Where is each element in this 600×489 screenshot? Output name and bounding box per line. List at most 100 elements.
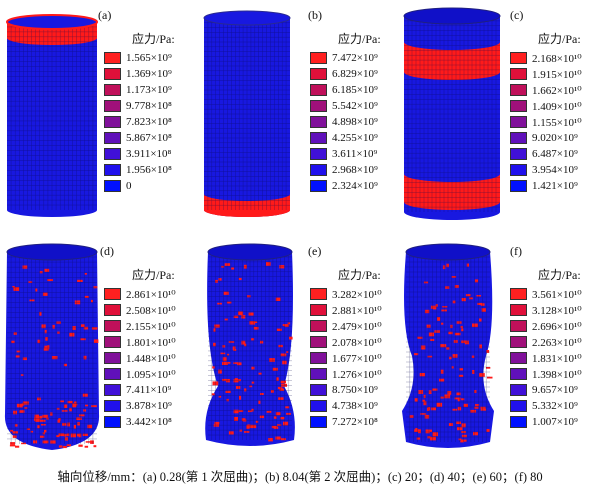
legend-swatch <box>104 336 121 348</box>
legend-entry: 2.508×10¹⁰ <box>104 302 176 318</box>
legend-value: 4.738×10⁹ <box>332 400 378 412</box>
legend-entry: 1.409×10¹⁰ <box>510 98 582 114</box>
legend-value: 2.324×10⁹ <box>332 180 378 192</box>
panel-label: (f) <box>510 244 522 258</box>
panel-f: (f) 应力/Pa: 3.561×10¹⁰ 3.128×10¹⁰ 2.696×10¹… <box>400 236 600 466</box>
legend-entry: 4.255×10⁹ <box>310 130 381 146</box>
panel-label: (b) <box>308 8 322 22</box>
cylinder-a <box>6 14 98 217</box>
legend-entry: 5.542×10⁹ <box>310 98 381 114</box>
legend-entry: 5.867×10⁸ <box>104 130 175 146</box>
legend-value: 1.956×10⁸ <box>126 164 172 176</box>
legend-swatch <box>310 416 327 428</box>
legend-entry: 1.662×10¹⁰ <box>510 82 582 98</box>
legend-swatch <box>310 100 327 112</box>
legend-entry: 4.738×10⁹ <box>310 398 382 414</box>
legend-entry: 2.168×10¹⁰ <box>510 50 582 66</box>
legend-entry: 9.778×10⁸ <box>104 98 175 114</box>
legend-swatch <box>510 288 527 300</box>
legend-swatch <box>310 288 327 300</box>
legend-value: 1.276×10¹⁰ <box>332 368 382 381</box>
legend-value: 2.155×10¹⁰ <box>126 320 176 333</box>
panel-label: (e) <box>308 244 322 258</box>
legend-value: 1.007×10⁹ <box>532 416 578 428</box>
legend-entry: 1.677×10¹⁰ <box>310 350 382 366</box>
legend-value: 2.508×10¹⁰ <box>126 304 176 317</box>
legend-swatch <box>310 180 327 192</box>
legend-entry: 2.968×10⁹ <box>310 162 381 178</box>
legend-swatch <box>310 304 327 316</box>
legend-swatch <box>510 116 527 128</box>
legend-swatch <box>310 68 327 80</box>
mesh-lines <box>406 252 490 442</box>
legend-entry: 1.421×10⁹ <box>510 178 582 194</box>
legend-entry: 2.155×10¹⁰ <box>104 318 176 334</box>
legend-entry: 3.911×10⁸ <box>104 146 175 162</box>
legend-value: 8.750×10⁹ <box>332 384 378 396</box>
legend-entry: 5.332×10⁹ <box>510 398 582 414</box>
legend-value: 9.778×10⁸ <box>126 100 172 112</box>
legend-entry: 2.479×10¹⁰ <box>310 318 382 334</box>
legend-entry: 1.831×10¹⁰ <box>510 350 582 366</box>
legend-swatch <box>510 68 527 80</box>
legend-swatch <box>310 368 327 380</box>
legend-entry: 8.750×10⁹ <box>310 382 382 398</box>
legend-swatch <box>104 52 121 64</box>
legend-entry: 3.561×10¹⁰ <box>510 286 582 302</box>
cylinder-c <box>403 7 501 220</box>
legend-swatch <box>510 400 527 412</box>
panel-label: (c) <box>510 8 524 22</box>
legend-swatch <box>104 180 121 192</box>
legend-swatch <box>310 52 327 64</box>
legend-value: 4.898×10⁹ <box>332 116 378 128</box>
legend-swatch <box>310 132 327 144</box>
legend-swatch <box>104 100 121 112</box>
legend-swatch <box>510 180 527 192</box>
legend-value: 6.487×10⁹ <box>532 148 578 160</box>
panel-d: (d) 应力/Pa: 2.861×10¹⁰ 2.508×10¹⁰ 2.155×10¹… <box>0 236 200 466</box>
legend-swatch <box>104 164 121 176</box>
legend-swatch <box>310 116 327 128</box>
panel-c: (c) 应力/Pa: 2.168×10¹⁰ 1.915×10¹⁰ 1.662×10¹… <box>400 0 600 230</box>
legend-entry: 6.829×10⁹ <box>310 66 381 82</box>
panel-label: (d) <box>100 244 114 258</box>
legend-swatch <box>104 84 121 96</box>
legend-value: 7.472×10⁹ <box>332 52 378 64</box>
legend-value: 3.282×10¹⁰ <box>332 288 382 301</box>
legend-swatch <box>104 304 121 316</box>
legend-entry: 3.611×10⁹ <box>310 146 381 162</box>
stress-legend: 应力/Pa: 3.561×10¹⁰ 3.128×10¹⁰ 2.696×10¹⁰ 2.2… <box>510 266 582 430</box>
legend-value: 1.565×10⁹ <box>126 52 172 64</box>
cylinder-d <box>4 243 100 450</box>
legend-entry: 2.263×10¹⁰ <box>510 334 582 350</box>
legend-swatch <box>510 336 527 348</box>
legend-value: 2.968×10⁹ <box>332 164 378 176</box>
cylinder-top-rim <box>207 243 293 261</box>
legend-entry: 2.078×10¹⁰ <box>310 334 382 350</box>
legend-value: 3.911×10⁸ <box>126 148 172 160</box>
legend-value: 1.448×10¹⁰ <box>126 352 176 365</box>
legend-value: 3.954×10⁹ <box>532 164 578 176</box>
legend-entry: 9.657×10⁹ <box>510 382 582 398</box>
stress-legend: 应力/Pa: 7.472×10⁹ 6.829×10⁹ 6.185×10⁹ 5.542×… <box>310 30 381 194</box>
legend-swatch <box>510 320 527 332</box>
legend-entry: 1.007×10⁹ <box>510 414 582 430</box>
legend-entry: 1.915×10¹⁰ <box>510 66 582 82</box>
legend-entry: 3.128×10¹⁰ <box>510 302 582 318</box>
legend-value: 1.095×10¹⁰ <box>126 368 176 381</box>
panel-b: (b) 应力/Pa: 7.472×10⁹ 6.829×10⁹ 6.185×10⁹ 5.… <box>200 0 400 230</box>
legend-swatch <box>510 368 527 380</box>
legend-swatch <box>510 352 527 364</box>
legend-title: 应力/Pa: <box>338 268 381 282</box>
legend-entry: 1.369×10⁹ <box>104 66 175 82</box>
legend-entry: 1.448×10¹⁰ <box>104 350 176 366</box>
legend-entry: 7.472×10⁹ <box>310 50 381 66</box>
legend-value: 5.332×10⁹ <box>532 400 578 412</box>
legend-value: 1.369×10⁹ <box>126 68 172 80</box>
legend-value: 2.696×10¹⁰ <box>532 320 582 333</box>
cylinder-top-rim <box>6 14 98 30</box>
legend-title: 应力/Pa: <box>132 268 175 282</box>
legend-value: 3.611×10⁹ <box>332 148 378 160</box>
mesh-lines <box>404 16 500 212</box>
stress-legend: 应力/Pa: 1.565×10⁹ 1.369×10⁹ 1.173×10⁹ 9.778×… <box>104 30 175 194</box>
